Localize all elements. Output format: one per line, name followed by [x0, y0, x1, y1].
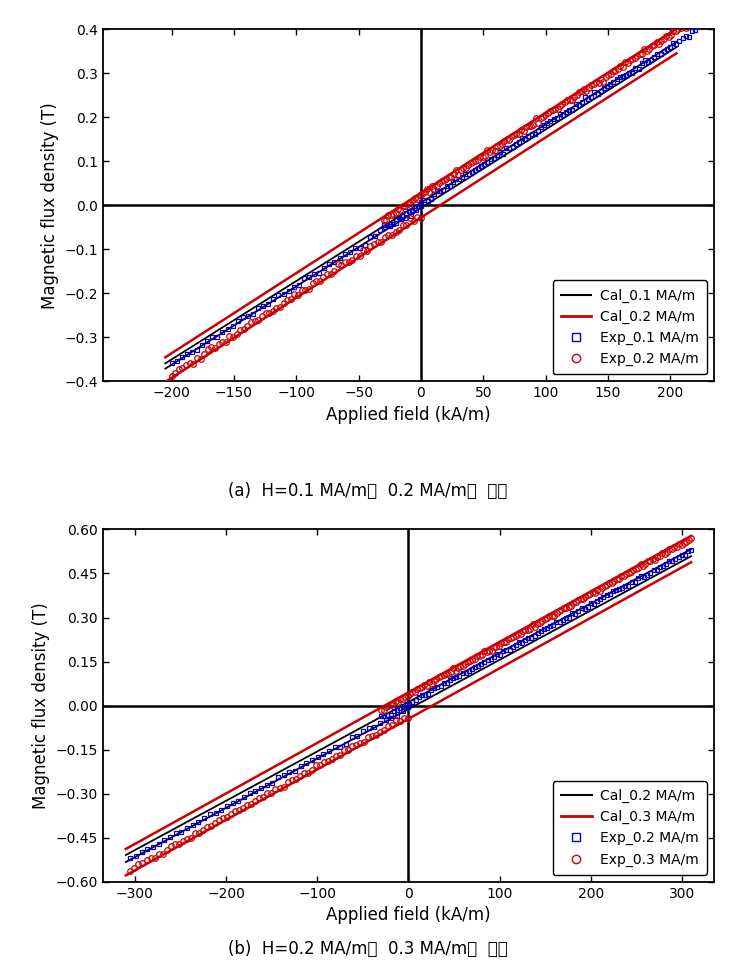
- Text: (b)  H=0.2 MA/m와  0.3 MA/m인  경우: (b) H=0.2 MA/m와 0.3 MA/m인 경우: [228, 940, 508, 958]
- Legend: Cal_0.1 MA/m, Cal_0.2 MA/m, Exp_0.1 MA/m, Exp_0.2 MA/m: Cal_0.1 MA/m, Cal_0.2 MA/m, Exp_0.1 MA/m…: [553, 280, 707, 374]
- X-axis label: Applied field (kA/m): Applied field (kA/m): [326, 906, 491, 924]
- Y-axis label: Magnetic flux density (T): Magnetic flux density (T): [32, 602, 50, 809]
- Y-axis label: Magnetic flux density (T): Magnetic flux density (T): [41, 102, 59, 309]
- X-axis label: Applied field (kA/m): Applied field (kA/m): [326, 406, 491, 423]
- Legend: Cal_0.2 MA/m, Cal_0.3 MA/m, Exp_0.2 MA/m, Exp_0.3 MA/m: Cal_0.2 MA/m, Cal_0.3 MA/m, Exp_0.2 MA/m…: [553, 781, 707, 875]
- Text: (a)  H=0.1 MA/m와  0.2 MA/m인  경우: (a) H=0.1 MA/m와 0.2 MA/m인 경우: [228, 482, 508, 500]
